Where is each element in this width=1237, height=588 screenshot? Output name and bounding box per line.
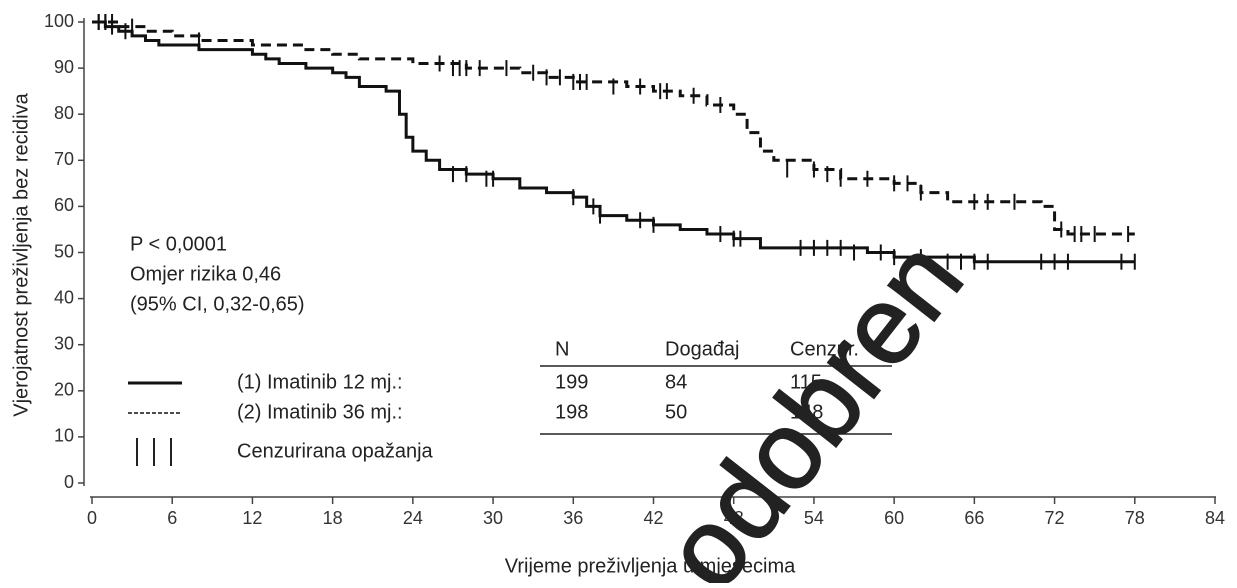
x-tick-label: 0 (87, 508, 97, 528)
y-tick-label: 100 (44, 11, 74, 31)
table-cell: 198 (555, 401, 588, 423)
x-tick-label: 42 (643, 508, 663, 528)
x-tick-label: 30 (483, 508, 503, 528)
x-tick-label: 48 (724, 508, 744, 528)
y-tick-label: 60 (54, 195, 74, 215)
x-tick-label: 36 (563, 508, 583, 528)
y-tick-label: 70 (54, 149, 74, 169)
x-tick-label: 12 (242, 508, 262, 528)
x-tick-label: 84 (1205, 508, 1225, 528)
x-tick-label: 6 (167, 508, 177, 528)
table-cell: 148 (790, 401, 823, 423)
y-tick-label: 30 (54, 333, 74, 353)
y-tick-label: 40 (54, 287, 74, 307)
annotation: Omjer rizika 0,46 (130, 263, 281, 285)
x-tick-label: 72 (1045, 508, 1065, 528)
y-tick-label: 10 (54, 426, 74, 446)
x-tick-label: 18 (323, 508, 343, 528)
table-cell: 199 (555, 371, 588, 393)
y-tick-label: 20 (54, 380, 74, 400)
table-header: Cenzur. (790, 338, 859, 360)
y-tick-label: 0 (64, 472, 74, 492)
legend-label: (2) Imatinib 36 mj.: (237, 401, 403, 423)
legend-label: Cenzurirana opažanja (237, 440, 434, 462)
annotation: P < 0,0001 (130, 233, 227, 255)
x-tick-label: 66 (964, 508, 984, 528)
x-tick-label: 24 (403, 508, 423, 528)
legend-label: (1) Imatinib 12 mj.: (237, 371, 403, 393)
table-header: N (555, 338, 569, 360)
survival-curve (92, 20, 1135, 264)
x-tick-label: 78 (1125, 508, 1145, 528)
x-tick-label: 60 (884, 508, 904, 528)
y-tick-label: 50 (54, 241, 74, 261)
y-tick-label: 90 (54, 57, 74, 77)
x-tick-label: 54 (804, 508, 824, 528)
table-cell: 115 (790, 371, 822, 393)
table-header: Događaj (665, 338, 740, 360)
y-tick-label: 80 (54, 103, 74, 123)
y-axis-label: Vjerojatnost preživljenja bez recidiva (10, 92, 32, 416)
table-cell: 84 (665, 371, 687, 393)
x-axis-label: Vrijeme preživljenja u mjesecima (505, 555, 796, 577)
table-cell: 50 (665, 401, 687, 423)
annotation: (95% CI, 0,32-0,65) (130, 293, 305, 315)
watermark: odobren (641, 218, 986, 583)
survival-curve (92, 20, 1135, 236)
